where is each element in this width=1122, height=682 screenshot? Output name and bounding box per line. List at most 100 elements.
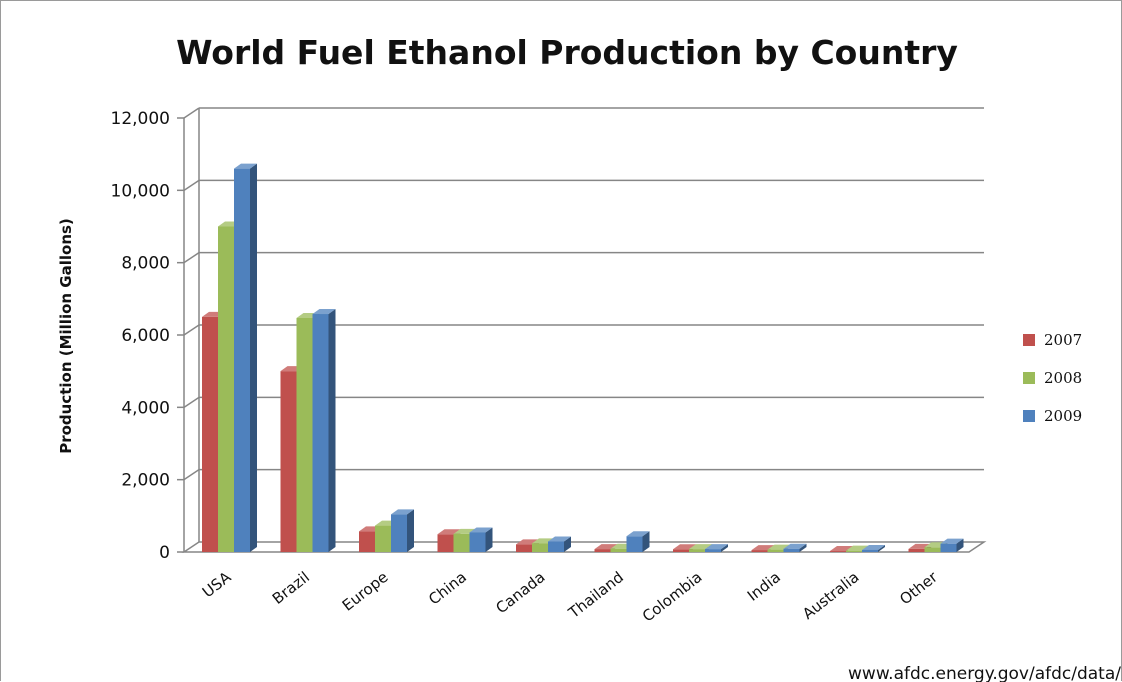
- bar-front: [767, 549, 784, 552]
- bar-top: [469, 527, 493, 533]
- bar-top: [312, 309, 336, 315]
- category-label-other: Other: [896, 567, 941, 608]
- bar-front: [375, 525, 391, 552]
- legend: 2007 2008 2009: [1023, 331, 1082, 425]
- source-note: www.afdc.energy.gov/afdc/data/: [848, 664, 1121, 682]
- bar-front: [610, 548, 627, 552]
- bars: [202, 163, 964, 552]
- bar-top: [689, 544, 712, 550]
- bar-front: [751, 550, 768, 552]
- bar-front: [516, 544, 532, 552]
- bar-top: [234, 163, 257, 169]
- legend-label: 2008: [1044, 369, 1082, 387]
- gridline-depth: [183, 469, 200, 481]
- bar-front: [453, 533, 470, 552]
- bar-front: [296, 318, 313, 552]
- bar-side: [564, 536, 571, 552]
- legend-item-2007: 2007: [1023, 331, 1082, 349]
- bar-front: [689, 549, 705, 552]
- bar-front: [280, 371, 297, 552]
- bar-colombia-2009: [705, 544, 728, 552]
- bar-top: [673, 544, 696, 550]
- y-tick-label: 4,000: [121, 398, 170, 418]
- chart-title: World Fuel Ethanol Production by Country: [176, 33, 958, 72]
- category-label-usa: USA: [199, 568, 235, 602]
- y-tick-label: 2,000: [121, 471, 170, 491]
- bar-china-2009: [469, 527, 493, 552]
- bar-top: [705, 544, 728, 550]
- bar-front: [940, 543, 957, 552]
- bar-top: [626, 531, 650, 537]
- bar-brazil-2009: [312, 309, 336, 552]
- category-labels: USA Brazil Europe China Canada Thailand Colomb…: [199, 567, 942, 625]
- bar-front: [532, 543, 548, 552]
- bar-side: [407, 509, 414, 552]
- bar-top: [940, 538, 964, 544]
- bar-front: [830, 551, 846, 552]
- category-label-brazil: Brazil: [269, 568, 313, 608]
- bar-front: [626, 536, 643, 552]
- bar-thailand-2009: [626, 531, 650, 552]
- bar-front: [234, 168, 250, 552]
- gridline-depth: [183, 324, 200, 336]
- category-label-india: India: [744, 568, 784, 605]
- y-tick-label: 10,000: [111, 181, 170, 201]
- bar-front: [437, 534, 454, 552]
- bar-side: [956, 538, 964, 552]
- legend-label: 2007: [1044, 331, 1082, 349]
- bar-front: [908, 548, 925, 552]
- bar-front: [594, 549, 611, 552]
- legend-item-2008: 2008: [1023, 369, 1082, 387]
- bar-india-2009: [783, 543, 807, 552]
- bar-canada-2009: [548, 536, 571, 552]
- y-tick-label: 6,000: [121, 326, 170, 346]
- bar-side: [721, 544, 728, 552]
- category-label-colombia: Colombia: [639, 568, 706, 626]
- gridline-depth: [183, 252, 200, 264]
- y-tick-label: 0: [159, 543, 170, 563]
- bar-side: [328, 309, 336, 552]
- gridline-depth: [183, 396, 200, 408]
- category-label-thailand: Thailand: [564, 568, 627, 622]
- bar-side: [878, 544, 885, 552]
- bar-front: [705, 549, 721, 552]
- category-label-europe: Europe: [339, 568, 392, 615]
- bar-front: [359, 531, 375, 552]
- bar-front: [391, 514, 407, 552]
- bar-front: [202, 316, 218, 552]
- bar-top: [548, 536, 571, 542]
- bar-front: [924, 547, 941, 552]
- bar-front: [673, 549, 689, 552]
- bar-side: [485, 527, 493, 552]
- y-tick-label: 8,000: [121, 254, 170, 274]
- y-axis-label: Production (Million Gallons): [57, 218, 75, 454]
- bar-australia-2009: [862, 544, 885, 552]
- bar-front: [218, 226, 234, 552]
- legend-item-2009: 2009: [1023, 407, 1082, 425]
- legend-swatch: [1023, 410, 1035, 422]
- bar-side: [250, 163, 257, 552]
- bar-other-2009: [940, 538, 964, 552]
- category-label-australia: Australia: [799, 568, 862, 623]
- bar-front: [862, 549, 878, 552]
- bar-usa-2009: [234, 163, 257, 552]
- legend-swatch: [1023, 372, 1035, 384]
- gridline-depth: [183, 179, 200, 191]
- bar-front: [469, 532, 486, 552]
- category-label-canada: Canada: [492, 568, 548, 617]
- bar-front: [846, 550, 862, 552]
- legend-swatch: [1023, 334, 1035, 346]
- bar-front: [783, 548, 800, 552]
- bar-front: [312, 314, 329, 552]
- bar-front: [548, 541, 564, 552]
- category-label-china: China: [425, 568, 470, 609]
- y-tick-label: 12,000: [111, 109, 170, 129]
- bar-top: [862, 544, 885, 550]
- bar-europe-2009: [391, 509, 414, 552]
- y-tick-labels: 0 2,000 4,000 6,000 8,000 10,000 12,000: [111, 109, 170, 563]
- bar-top: [391, 509, 414, 515]
- gridline-depth: [183, 107, 200, 119]
- legend-label: 2009: [1044, 407, 1082, 425]
